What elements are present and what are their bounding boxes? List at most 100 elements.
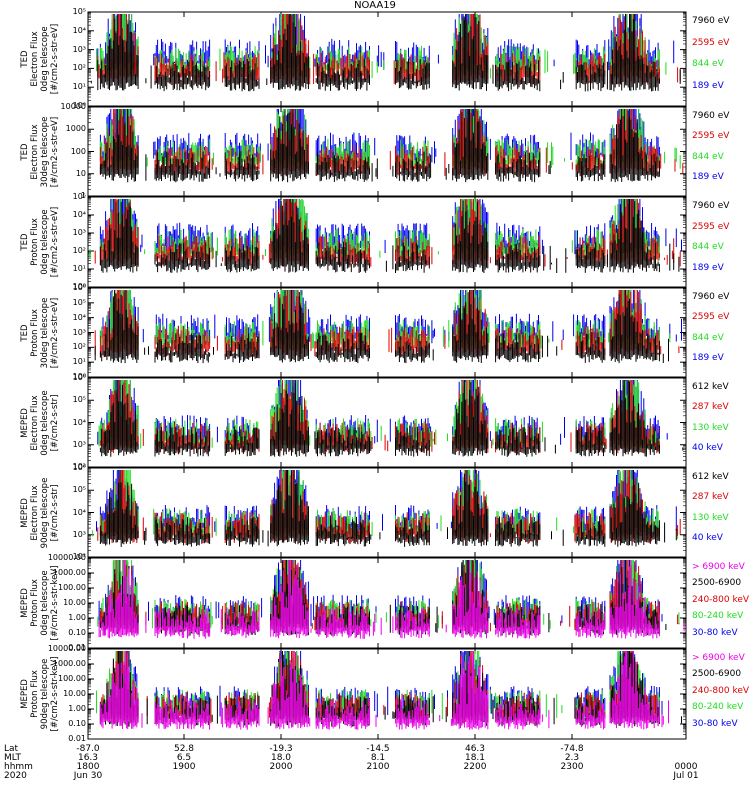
legend-entry: 130 keV [692, 422, 729, 433]
time-axis-mlt: 18.0 [270, 753, 292, 763]
legend-entry: 80-240 keV [692, 702, 744, 713]
y-tick-label: 10⁶ [72, 283, 86, 292]
y-tick-label: 10⁴ [72, 312, 86, 322]
time-axis-lat: -14.5 [366, 744, 390, 754]
legend-entry: 844 eV [692, 59, 724, 69]
legend-entry: 7960 eV [692, 16, 730, 26]
time-axis-lat: 46.3 [464, 744, 486, 754]
legend-entry: 40 keV [692, 442, 723, 453]
legend-entry: 240-800 keV [692, 594, 750, 605]
legend-entry: 2500-6900 [692, 669, 742, 680]
chart-title: NOAA19 [354, 0, 396, 11]
y-tick-label: 1000 [65, 124, 86, 134]
series-group [90, 14, 681, 92]
panel-frame [87, 196, 687, 288]
legend-entry: 612 keV [692, 382, 729, 392]
legend-entry: > 6900 keV [692, 562, 745, 572]
y-tick-label: 10¹ [72, 264, 86, 273]
legend-entry: 287 keV [692, 402, 729, 413]
legend-entry: 844 eV [692, 151, 724, 162]
y-tick-label: 10000 [60, 102, 86, 111]
y-tick-label: 10⁵ [72, 7, 86, 16]
time-axis-hhmm: 1900 [172, 762, 196, 772]
time-axis-row-name: MLT [4, 753, 22, 763]
y-axis-label-line: 90deg telescope [40, 658, 50, 730]
y-axis-label: MEPED Proton Flux 90deg telescope [#/cm2-s-… [20, 639, 60, 749]
y-tick-label: 10⁴ [72, 507, 86, 517]
y-tick-label: 10² [72, 342, 86, 352]
series-trace [99, 651, 660, 724]
panel-2 [87, 106, 687, 197]
panel-6 [87, 467, 687, 558]
y-tick-label: 1.00 [68, 704, 86, 713]
y-tick-label: 10⁵ [72, 297, 86, 307]
time-axis-hhmm: 2300 [560, 762, 584, 772]
legend-entry: 189 eV [692, 352, 724, 363]
legend-entry: 130 keV [692, 512, 729, 523]
y-tick-label: 1000.00 [52, 659, 86, 668]
series-trace [94, 199, 681, 267]
y-tick-label: 1.00 [68, 613, 86, 622]
legend-entry: 287 keV [692, 492, 729, 503]
series-trace [97, 14, 675, 72]
legend-entry: 2595 eV [692, 37, 730, 48]
panel-frame [87, 557, 687, 649]
y-tick-label: 0.01 [68, 734, 86, 743]
time-axis-mlt: 6.5 [176, 753, 192, 763]
legend-entry: 612 keV [692, 472, 729, 482]
time-axis-date: Jun 30 [73, 771, 103, 781]
legend-entry: 7960 eV [692, 111, 730, 121]
y-axis-label-line: Proton Flux [30, 670, 40, 718]
y-tick-label: 100.00 [58, 583, 86, 592]
legend-entry: 844 eV [692, 332, 724, 343]
time-axis-hhmm: 2100 [366, 762, 390, 772]
series-trace [99, 470, 677, 547]
y-tick-label: 10.00 [63, 689, 86, 698]
y-tick-label: 10⁴ [72, 417, 86, 427]
time-axis-lat: -19.3 [269, 744, 293, 754]
legend-entry: 2500-6900 [692, 578, 742, 589]
time-axis-hhmm: 1800 [76, 762, 100, 772]
series-trace [90, 14, 681, 92]
legend-entry: 2595 eV [692, 312, 730, 323]
panel-frame [87, 648, 687, 740]
y-tick-label: 10⁵ [72, 485, 86, 495]
y-tick-label: 10³ [72, 439, 86, 449]
time-axis-row-name: Lat [4, 744, 19, 754]
series-trace [99, 109, 660, 164]
y-tick-label: 0.01 [68, 643, 86, 652]
legend-entry: 2595 eV [692, 221, 730, 232]
y-tick-label: 10⁰ [72, 101, 86, 110]
series-trace [99, 199, 680, 273]
legend-entry: > 6900 keV [692, 653, 745, 663]
y-tick-label: 10⁴ [72, 210, 86, 219]
time-axis-row-name: hhmm [4, 762, 33, 772]
series-trace [98, 560, 685, 639]
time-axis-lat: -87.0 [76, 744, 100, 754]
y-tick-label: 10000.00 [47, 553, 86, 562]
series-group [99, 109, 684, 183]
y-axis-label-line: MEPED [20, 679, 30, 709]
panel-8 [87, 648, 687, 740]
series-group [92, 470, 681, 547]
y-tick-label: 10⁵ [72, 192, 86, 201]
y-tick-label: 0.10 [68, 719, 86, 728]
panel-frame [87, 467, 687, 558]
series-trace [99, 109, 660, 183]
y-tick-label: 1 [80, 191, 86, 200]
series-trace [99, 380, 684, 457]
y-tick-label: 0.10 [68, 628, 86, 637]
time-axis-date: Jul 01 [673, 771, 699, 781]
legend-entry: 40 keV [692, 532, 723, 543]
legend-entry: 30-80 keV [692, 718, 738, 729]
time-axis-hhmm: 2000 [269, 762, 293, 772]
y-tick-label: 100 [70, 146, 86, 156]
y-tick-label: 1000.00 [52, 568, 86, 577]
series-group [94, 290, 682, 364]
panel-frame [87, 287, 687, 378]
time-axis-mlt: 8.1 [370, 753, 386, 763]
legend-entry: 7960 eV [692, 201, 730, 211]
y-tick-label: 10⁴ [72, 25, 86, 35]
panel-3 [87, 196, 687, 288]
